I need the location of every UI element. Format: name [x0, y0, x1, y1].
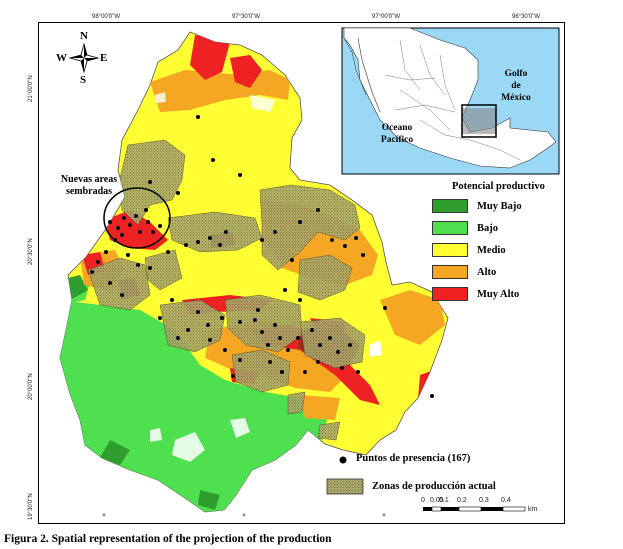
scale-tick-label: 0.1 [439, 497, 449, 504]
legend-label: Alto [477, 266, 497, 278]
legend-swatch [432, 221, 468, 235]
scale-tick-label: 0.3 [479, 497, 489, 504]
new-areas-label: Nuevas areas sembradas [50, 174, 128, 198]
zones-label: Zonas de producción actual [372, 481, 496, 492]
coord-top-1: 98°00'0"W [92, 14, 121, 20]
scale-unit: km [528, 506, 538, 513]
presence-points [90, 115, 434, 398]
scale-tick-label: 0.05 [430, 497, 444, 504]
legend-item: Bajo [432, 220, 498, 236]
gulf-line1: Golfo [504, 69, 528, 79]
compass-n: N [80, 30, 88, 42]
legend-swatch [432, 199, 468, 213]
legend-swatch [432, 243, 468, 257]
legend-title: Potencial productivo [452, 181, 545, 192]
scale-tick-label: 0.2 [457, 497, 467, 504]
legend-item: Medio [432, 242, 506, 258]
new-areas-line2: sembradas [65, 186, 113, 197]
legend-item: Muy Alto [432, 286, 519, 302]
inset-gulf-label: Golfo de México [492, 68, 540, 104]
gulf-line2: de [511, 81, 521, 91]
compass-e: E [100, 52, 108, 64]
new-areas-circle [103, 187, 171, 249]
points-symbol [339, 456, 347, 464]
coord-top-2: 97°30'0"W [232, 14, 261, 20]
coord-top-3: 97°00'0"W [372, 14, 401, 20]
compass-w: W [56, 52, 67, 64]
scale-tick-label: 0.4 [501, 497, 511, 504]
inset-ocean-label: Oceano Pacífico [372, 122, 422, 146]
legend-label: Muy Alto [477, 288, 520, 300]
ocean-line2: Pacífico [380, 135, 414, 145]
compass-rose [68, 42, 100, 74]
legend-swatch [432, 287, 468, 301]
coord-top-4: 96°30'0"W [512, 14, 541, 20]
figure-caption: Figura 2. Spatial representation of the … [4, 533, 332, 545]
legend-item: Muy Bajo [432, 198, 522, 214]
compass-s: S [80, 74, 87, 86]
legend-label: Medio [477, 244, 506, 256]
ocean-line1: Oceano [381, 123, 413, 133]
legend-label: Muy Bajo [477, 200, 522, 212]
map-frame [38, 22, 565, 524]
legend-label: Bajo [477, 222, 498, 234]
scale-bar [423, 506, 526, 512]
inset-locator-box [461, 104, 497, 138]
legend-item: Alto [432, 264, 496, 280]
legend-swatch [432, 265, 468, 279]
inset-map [341, 27, 560, 175]
points-label: Puntos de presencia (167) [356, 453, 471, 464]
gulf-line3: México [501, 93, 531, 103]
new-areas-line1: Nuevas areas [60, 174, 118, 185]
zones-swatch [326, 478, 364, 495]
scale-tick-label: 0 [421, 497, 425, 504]
